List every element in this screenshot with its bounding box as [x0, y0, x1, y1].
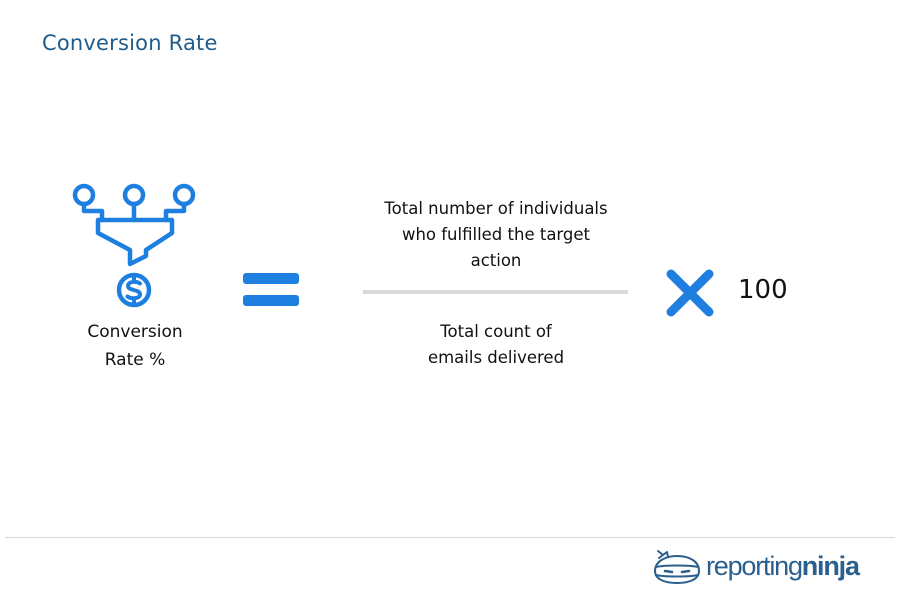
fraction-divider [363, 290, 628, 294]
label-line-1: Conversion [87, 322, 183, 342]
numerator-line-2: who fulfilled the target [401, 225, 591, 244]
equals-bar-top [243, 273, 299, 284]
footer-divider [5, 537, 895, 538]
brand-logo: reportingninja [650, 547, 860, 585]
label-line-2: Rate % [104, 350, 166, 370]
page-title: Conversion Rate [42, 31, 218, 55]
equals-bar-bottom [243, 295, 299, 306]
ninja-head-icon [654, 550, 700, 584]
fraction: Total number of individuals who fulfille… [360, 196, 632, 367]
conversion-rate-label: Conversion Rate % [60, 318, 210, 374]
multiplier-value: 100 [738, 275, 788, 305]
numerator-line-3: action [470, 251, 522, 270]
numerator: Total number of individuals who fulfille… [360, 196, 632, 274]
brand-wordmark-light: reporting [706, 551, 803, 581]
funnel-dollar-icon [72, 183, 196, 308]
equals-icon [243, 272, 299, 308]
denominator: Total count of emails delivered [360, 319, 632, 371]
brand-wordmark-bold: ninja [801, 551, 860, 581]
denominator-line-1: Total count of [440, 322, 552, 341]
numerator-line-1: Total number of individuals [384, 199, 608, 218]
multiply-icon [666, 269, 714, 317]
brand-wordmark: reportingninja [706, 547, 860, 585]
denominator-line-2: emails delivered [427, 348, 565, 367]
